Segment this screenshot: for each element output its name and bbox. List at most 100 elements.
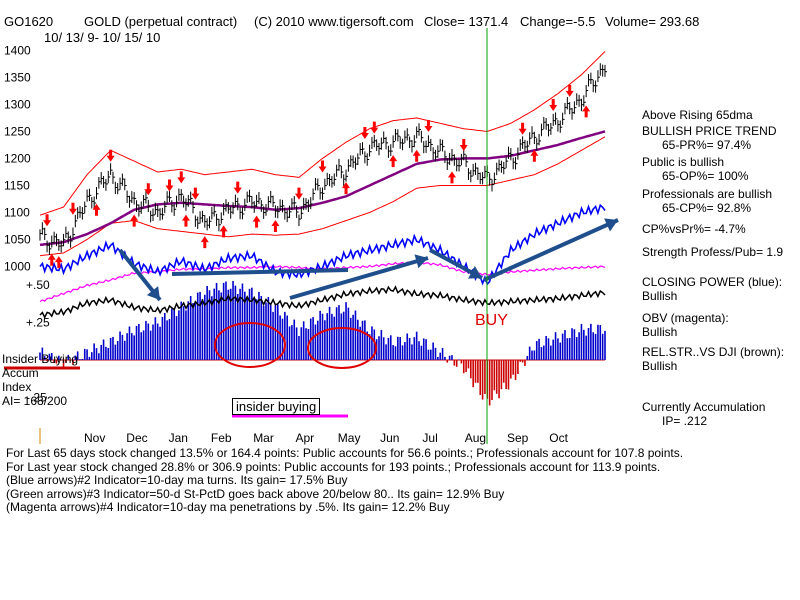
up-arrow	[130, 214, 139, 227]
professionals-label: Professionals are bullish	[642, 187, 773, 201]
note-line: For Last 65 days stock changed 13.5% or …	[6, 446, 684, 460]
x-tick-label: Jan	[169, 431, 188, 445]
trendline-up-1-head	[414, 254, 428, 269]
cpvspr-value: CP%vsPr%= -4.7%	[642, 222, 746, 236]
note-line: (Green arrows)#3 Indicator=50-d St-PctD …	[6, 486, 505, 501]
down-arrow	[518, 122, 527, 135]
copyright-label: (C) 2010 www.tigersoft.com	[254, 14, 414, 29]
down-arrow	[360, 127, 369, 140]
down-arrow	[370, 121, 379, 134]
down-arrow	[318, 160, 327, 173]
down-arrow	[191, 187, 200, 200]
y-tick-label: 1350	[4, 70, 31, 84]
close-value: Close= 1371.4	[424, 14, 509, 29]
trendline-up-1	[289, 256, 429, 300]
up-arrow	[200, 236, 209, 249]
y-tick-label: 1200	[4, 151, 31, 165]
down-arrow	[565, 84, 574, 97]
x-tick-label: May	[338, 431, 361, 445]
y-tick-label: 1300	[4, 97, 31, 111]
instrument-name: GOLD (perpetual contract)	[84, 14, 238, 29]
y-tick-label: 1400	[4, 43, 31, 57]
up-arrow	[92, 203, 101, 216]
down-arrow	[144, 183, 153, 196]
x-tick-label: Aug	[465, 431, 486, 445]
up-arrow	[530, 149, 539, 162]
strength-value: Strength Profess/Pub= 1.9	[642, 245, 784, 259]
obv-label: OBV (magenta):	[642, 311, 729, 325]
buy-annotation: BUY	[475, 312, 508, 329]
note-line: (Magenta arrows)#4 Indicator=10-day ma p…	[6, 500, 450, 514]
down-arrow	[424, 120, 433, 133]
down-arrow	[549, 98, 558, 111]
x-tick-label: Mar	[253, 431, 274, 445]
x-tick-label: Sep	[507, 431, 529, 445]
trendline-up-2	[483, 218, 619, 282]
obv-value: Bullish	[642, 325, 678, 339]
down-arrow	[294, 187, 303, 200]
trendline-down-1-head	[146, 286, 160, 300]
cp-value: 65-CP%= 92.8%	[662, 201, 752, 215]
x-tick-label: Oct	[549, 431, 568, 445]
price-bars	[39, 63, 607, 255]
relstr-label: REL.STR..VS DJI (brown):	[642, 345, 785, 359]
axes: 1400 1350 1300 1250 1200 1150 1100 1050 1000 +.50…	[4, 43, 605, 445]
ai-value: AI= 168/200	[2, 394, 68, 408]
rel-strength-line	[39, 285, 606, 320]
pr-value: 65-PR%= 97.4%	[662, 138, 752, 152]
signal-arrows	[43, 84, 591, 269]
x-tick-label: Jun	[380, 431, 399, 445]
up-arrow	[412, 149, 421, 162]
down-arrow	[165, 179, 174, 192]
above-ma-label: Above Rising 65dma	[642, 108, 753, 122]
down-arrow	[233, 181, 242, 194]
public-label: Public is bullish	[642, 155, 725, 169]
insider-buying-ellipse	[214, 322, 286, 368]
note-line: For Last year stock changed 28.8% or 306…	[6, 459, 661, 474]
down-arrow	[106, 149, 115, 162]
op-value: 65-OP%= 100%	[662, 169, 749, 183]
date-range: 10/ 13/ 9- 10/ 15/ 10	[44, 30, 161, 45]
y-tick-label: 1000	[4, 259, 31, 273]
accum-label-left: Accum	[2, 366, 39, 380]
down-arrow	[177, 171, 186, 184]
x-tick-label: Apr	[296, 431, 315, 445]
symbol-label: GO1620	[4, 14, 54, 29]
closing-power-value: Bullish	[642, 289, 678, 303]
y-tick-label: 1150	[4, 178, 30, 192]
volume-value: Volume= 293.68	[605, 14, 700, 29]
down-arrow	[459, 138, 468, 151]
x-tick-label: Dec	[126, 431, 147, 445]
closing-power-label: CLOSING POWER (blue):	[642, 275, 783, 289]
index-label-left: Index	[2, 380, 32, 394]
y-tick-label: 1100	[4, 205, 30, 219]
up-arrow	[47, 253, 56, 266]
accum-value: IP= .212	[662, 414, 708, 428]
insider-buying-box: insider buying	[232, 398, 321, 415]
trendline-up-2-head	[604, 218, 618, 232]
up-arrow	[342, 182, 351, 195]
accum-label: Currently Accumulation	[642, 400, 766, 414]
down-arrow	[68, 202, 77, 215]
insider-buying-ellipse	[307, 327, 377, 369]
trendline-down-2-head	[468, 265, 482, 279]
y-tick-label: 1250	[4, 124, 31, 138]
accum-tick-label: +.50	[26, 278, 50, 292]
up-arrow	[252, 215, 261, 228]
insider-buying-label: Insider Buying	[2, 352, 79, 366]
up-arrow	[219, 225, 228, 238]
trend-label: BULLISH PRICE TREND	[642, 124, 777, 138]
upper-band-line	[39, 51, 606, 216]
x-tick-label: Nov	[84, 431, 105, 445]
up-arrow	[389, 155, 398, 168]
note-line: (Blue arrows)#2 Indicator=10-day ma turn…	[6, 473, 348, 487]
up-arrow	[582, 105, 591, 118]
down-arrow	[43, 214, 52, 227]
up-arrow	[54, 256, 63, 269]
trendline-flat	[171, 268, 349, 276]
accum-histogram	[39, 280, 606, 406]
accum-tick-label: -.25	[26, 391, 47, 405]
notes-block: For Last 65 days stock changed 13.5% or …	[6, 446, 684, 515]
x-tick-label: Jul	[422, 431, 437, 445]
